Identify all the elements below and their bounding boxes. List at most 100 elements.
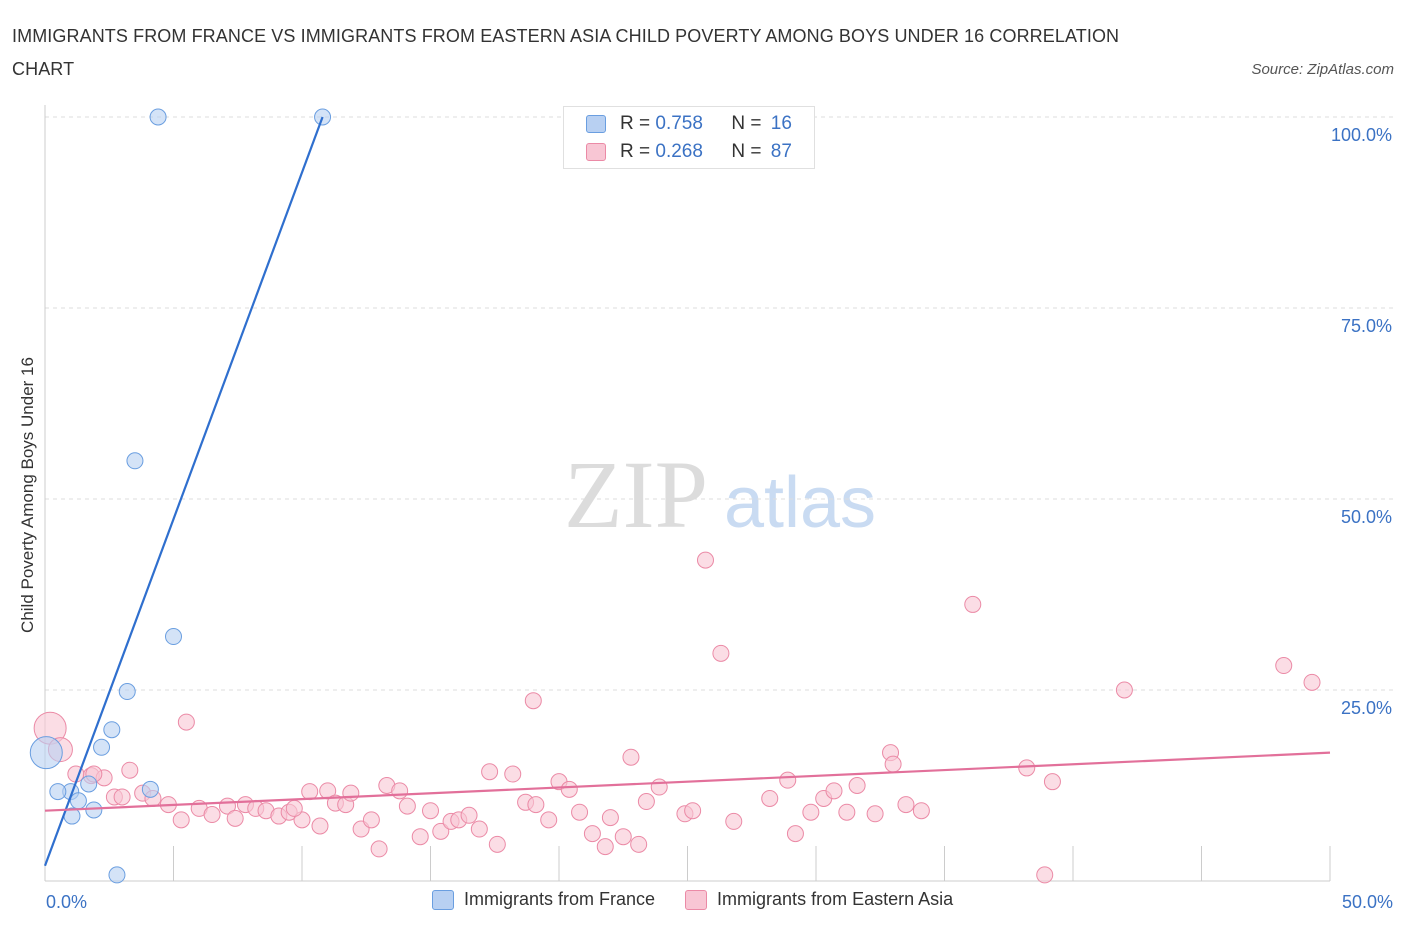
asia-point (301, 783, 319, 801)
asia-point (504, 765, 522, 783)
gridlines (45, 116, 1395, 691)
asia-point (802, 803, 820, 821)
asia-swatch (586, 143, 606, 161)
stats-legend: R = 0.758 N = 16 R = 0.268 N = 87 (563, 106, 815, 169)
asia-point (398, 797, 416, 815)
asia-point (848, 777, 866, 794)
y-tick-label: 50.0% (1341, 507, 1392, 527)
asia-point (470, 820, 488, 838)
watermark-zip: ZIP (564, 441, 708, 548)
chart-title: IMMIGRANTS FROM FRANCE VS IMMIGRANTS FRO… (12, 26, 1120, 79)
asia-point (422, 802, 439, 820)
asia-point (121, 761, 139, 779)
x-tick-label: 0.0% (46, 892, 87, 912)
asia-n-value: 87 (770, 141, 792, 162)
watermark-atlas: atlas (724, 463, 876, 543)
watermark: ZIP atlas (564, 441, 876, 548)
france-swatch (586, 115, 606, 133)
asia-point (342, 784, 360, 802)
asia-point (1303, 673, 1321, 691)
asia-point (560, 780, 578, 798)
asia-point (311, 817, 329, 835)
legend-item-france: Immigrants from France (432, 889, 655, 910)
asia-point (362, 811, 380, 829)
asia-point (177, 713, 195, 731)
asia-point (596, 838, 614, 856)
france-point (85, 801, 103, 819)
asia-point (712, 644, 730, 662)
asia-point (622, 748, 640, 766)
asia-point (460, 806, 478, 824)
legend-france-label: Immigrants from France (464, 889, 656, 909)
asia-point (779, 771, 797, 789)
asia-point (630, 835, 648, 853)
asia-point (866, 805, 884, 823)
asia-point (113, 788, 131, 806)
legend-asia-swatch (685, 889, 708, 910)
france-point (103, 721, 121, 739)
asia-point (285, 799, 303, 817)
y-tick-labels: 25.0% 50.0% 75.0% 100.0% (1331, 125, 1392, 718)
series-legend: Immigrants from France Immigrants from E… (432, 889, 983, 910)
france-point (149, 108, 167, 126)
asia-point (411, 828, 429, 846)
asia-point (527, 796, 545, 814)
asia-point (1115, 681, 1133, 699)
france-point (93, 738, 111, 756)
france-point (49, 783, 67, 801)
trendline-france (43, 116, 324, 867)
asia-point (391, 782, 409, 800)
asia-point (601, 809, 619, 827)
asia-point (481, 763, 499, 781)
asia-point (825, 782, 843, 800)
legend-item-asia: Immigrants from Eastern Asia (685, 889, 953, 910)
y-tick-label: 75.0% (1341, 316, 1392, 336)
asia-point (761, 789, 779, 807)
asia-point (524, 692, 542, 710)
asia-point (912, 802, 930, 820)
asia-point (684, 802, 702, 820)
asia-point (838, 803, 856, 821)
france-r-label: R = (620, 113, 656, 134)
asia-point (964, 595, 982, 613)
x-tick-labels: 0.0% 50.0% (46, 892, 1393, 912)
asia-point (1018, 759, 1036, 777)
y-tick-label: 100.0% (1331, 125, 1392, 145)
asia-point (786, 825, 804, 843)
france-point (126, 452, 144, 470)
asia-r-label: R = (620, 141, 656, 162)
asia-point (897, 796, 915, 814)
france-n-label: N = (731, 113, 767, 134)
trendlines (43, 116, 1331, 867)
stats-legend-asia: R = 0.268 N = 87 (586, 140, 792, 164)
asia-point (1043, 773, 1061, 791)
legend-asia-label: Immigrants from Eastern Asia (717, 889, 954, 909)
asia-point (725, 812, 743, 830)
series-france (29, 108, 332, 884)
asia-point (637, 793, 655, 811)
series-eastern-asia (33, 551, 1321, 884)
asia-point (172, 811, 190, 829)
france-point (80, 775, 98, 793)
x-tick-label: 50.0% (1342, 892, 1393, 912)
france-point (69, 792, 87, 810)
asia-point (203, 806, 221, 824)
asia-point (488, 835, 506, 853)
asia-point (614, 828, 632, 846)
france-point (108, 866, 126, 884)
asia-point (583, 825, 601, 843)
asia-point (696, 551, 714, 569)
asia-point (370, 840, 388, 858)
asia-point (650, 778, 668, 796)
asia-n-label: N = (731, 141, 767, 162)
asia-point (226, 809, 244, 827)
trendline-eastern-asia (44, 751, 1331, 812)
legend-france-swatch (432, 889, 454, 910)
y-tick-label: 25.0% (1341, 698, 1392, 718)
france-r-value: 0.758 (655, 113, 703, 134)
france-n-value: 16 (770, 113, 792, 134)
asia-point (540, 811, 558, 829)
france-point (165, 628, 182, 646)
france-point (29, 736, 63, 770)
